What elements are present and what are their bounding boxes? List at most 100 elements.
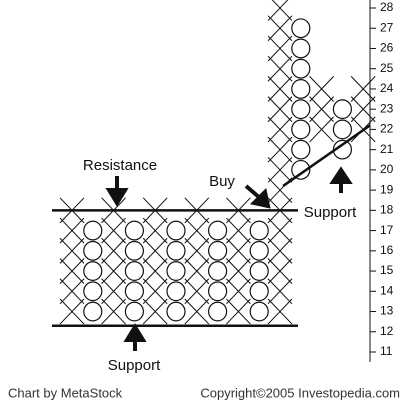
o-box xyxy=(166,301,186,322)
y-tick-label: 25 xyxy=(380,61,394,75)
x-box xyxy=(267,298,293,325)
x-box xyxy=(101,298,126,325)
x-box xyxy=(267,116,293,143)
x-box xyxy=(309,96,334,123)
x-box xyxy=(59,237,85,264)
footer: Copyright©2005 Investopedia.com xyxy=(200,385,400,400)
annotation: Support xyxy=(304,204,357,221)
x-box xyxy=(184,278,210,305)
x-box xyxy=(142,298,168,325)
o-box xyxy=(208,301,228,322)
x-box xyxy=(267,258,293,284)
x-box xyxy=(101,217,126,244)
o-box xyxy=(291,18,311,39)
arrow xyxy=(244,184,271,209)
x-box xyxy=(267,35,293,62)
o-box xyxy=(166,240,186,261)
x-box xyxy=(267,278,293,305)
x-box xyxy=(267,237,293,264)
x-box xyxy=(226,258,251,284)
o-box xyxy=(291,58,311,79)
x-box xyxy=(267,156,293,183)
o-box xyxy=(249,281,269,302)
y-tick-label: 23 xyxy=(380,101,394,115)
o-box xyxy=(291,119,311,140)
x-box xyxy=(267,0,293,21)
o-box xyxy=(83,301,103,322)
x-box xyxy=(309,76,334,102)
x-box xyxy=(267,55,293,82)
o-box xyxy=(291,159,311,180)
x-box xyxy=(267,96,293,123)
x-box xyxy=(184,237,210,264)
y-tick-label: 18 xyxy=(380,203,394,217)
arrow xyxy=(123,323,147,351)
y-tick-label: 19 xyxy=(380,182,394,196)
x-box xyxy=(350,76,376,102)
o-box xyxy=(208,261,228,281)
x-box xyxy=(184,258,210,284)
x-box xyxy=(350,96,376,123)
o-box xyxy=(249,301,269,322)
y-tick-label: 28 xyxy=(380,0,394,14)
y-tick-label: 11 xyxy=(380,344,393,358)
y-tick-label: 24 xyxy=(380,81,394,95)
x-box xyxy=(267,217,293,244)
x-box xyxy=(59,278,85,305)
o-box xyxy=(124,240,144,261)
x-box xyxy=(101,237,126,264)
o-box xyxy=(249,220,269,241)
annotation: Support xyxy=(108,357,161,374)
arrow xyxy=(329,166,353,193)
x-box xyxy=(267,76,293,102)
o-box xyxy=(124,281,144,302)
y-tick-label: 16 xyxy=(380,243,394,257)
y-tick-label: 26 xyxy=(380,41,394,55)
annotation: Resistance xyxy=(83,157,157,174)
x-box xyxy=(101,258,126,284)
annotation: Buy xyxy=(209,173,235,190)
o-box xyxy=(83,220,103,241)
y-tick-label: 13 xyxy=(380,304,394,318)
x-box xyxy=(59,258,85,284)
trendline xyxy=(282,124,371,188)
o-box xyxy=(291,139,311,160)
o-box xyxy=(166,261,186,281)
o-box xyxy=(166,281,186,302)
o-box xyxy=(208,240,228,261)
x-box xyxy=(226,278,251,305)
o-box xyxy=(124,301,144,322)
o-box xyxy=(208,220,228,241)
o-box xyxy=(124,261,144,281)
y-tick-label: 14 xyxy=(380,283,394,297)
arrow xyxy=(105,176,129,207)
x-box xyxy=(309,116,334,143)
y-tick-label: 27 xyxy=(380,20,394,34)
y-tick-label: 12 xyxy=(380,324,394,338)
y-tick-label: 15 xyxy=(380,263,394,277)
y-tick-label: 17 xyxy=(380,223,394,237)
y-tick-label: 20 xyxy=(380,162,394,176)
x-box xyxy=(142,258,168,284)
o-box xyxy=(83,281,103,302)
x-box xyxy=(101,278,126,305)
footer: Chart by MetaStock xyxy=(8,385,123,400)
x-box xyxy=(142,237,168,264)
x-box xyxy=(267,136,293,163)
o-box xyxy=(83,261,103,281)
x-box xyxy=(184,217,210,244)
o-box xyxy=(291,99,311,120)
x-box xyxy=(267,15,293,42)
y-tick-label: 21 xyxy=(380,142,394,156)
o-box xyxy=(249,240,269,261)
x-box xyxy=(59,298,85,325)
o-box xyxy=(291,79,311,99)
x-box xyxy=(59,217,85,244)
x-box xyxy=(226,217,251,244)
x-box xyxy=(226,298,251,325)
x-box xyxy=(184,298,210,325)
o-box xyxy=(83,240,103,261)
x-box xyxy=(226,237,251,264)
x-box xyxy=(142,278,168,305)
